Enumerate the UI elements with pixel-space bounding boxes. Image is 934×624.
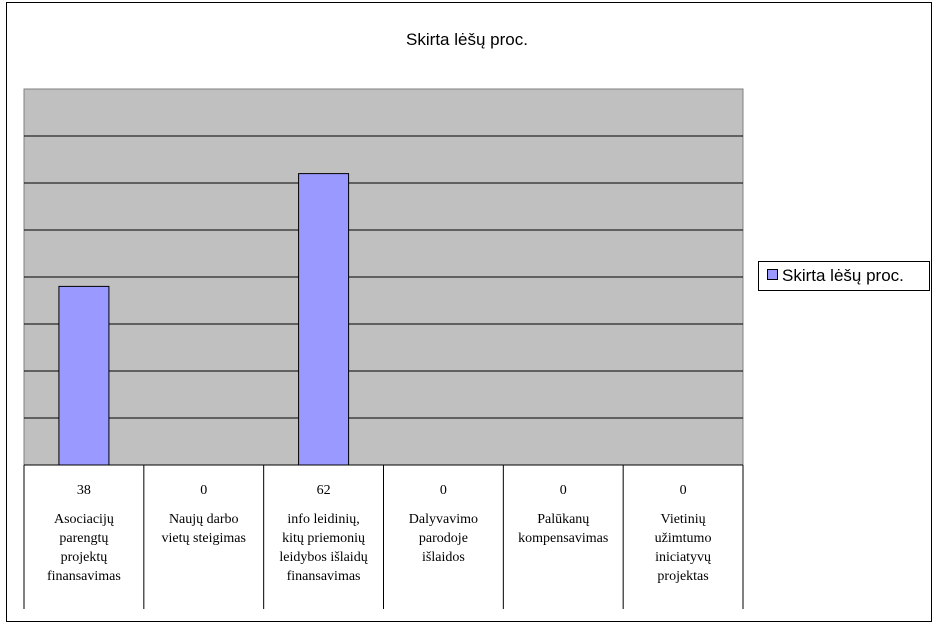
- chart-title: Skirta lėšų proc.: [406, 30, 528, 49]
- category-label-line: kitų priemonių: [282, 531, 365, 546]
- category-label: Dalyvavimo parodoje išlaidos: [384, 510, 504, 567]
- value-label: 38: [76, 483, 91, 498]
- category-label-line: parengtų: [59, 531, 109, 546]
- category-label-line: projektų: [60, 550, 108, 565]
- value-label: 0: [200, 483, 208, 498]
- category-label: Naujų darbo vietų steigimas: [144, 510, 264, 548]
- bar: [58, 285, 110, 466]
- category-cell: 38 Asociacijų parengtų projektų finansavimas: [24, 465, 144, 609]
- data-table-lines: [23, 464, 744, 609]
- category-label-line: užimtumo: [654, 531, 712, 546]
- value-label: 0: [439, 483, 447, 498]
- bars: [58, 173, 350, 466]
- category-cell: 0 Vietinių užimtumo iniciatyvų projektas: [623, 465, 743, 609]
- value-label: 0: [559, 483, 567, 498]
- value-label: 62: [316, 483, 331, 498]
- legend: Skirta lėšų proc.: [758, 261, 930, 291]
- category-label-line: Asociacijų: [53, 512, 114, 527]
- legend-label: Skirta lėšų proc.: [782, 266, 904, 285]
- category-label: Vietinių užimtumo iniciatyvų projektas: [623, 510, 743, 586]
- category-label-line: info leidinių,: [287, 512, 360, 527]
- category-label-line: vietų steigimas: [161, 531, 246, 546]
- category-cell: 0 Naujų darbo vietų steigimas: [144, 465, 264, 609]
- category-label-line: išlaidos: [422, 550, 465, 565]
- legend-swatch: [767, 269, 778, 281]
- category-label-line: Dalyvavimo: [408, 512, 479, 527]
- category-label-line: parodoje: [418, 531, 468, 546]
- category-cell: 0 Palūkanų kompensavimas: [503, 465, 623, 609]
- category-label-line: iniciatyvų: [655, 550, 712, 565]
- category-label-line: finansavimas: [46, 569, 121, 584]
- category-label-line: Naujų darbo: [168, 512, 239, 527]
- category-label-line: projektas: [657, 569, 709, 584]
- bar: [298, 173, 350, 466]
- category-label-line: leidybos išlaidų: [279, 550, 368, 565]
- category-label-line: Palūkanų: [537, 512, 590, 527]
- category-label-line: kompensavimas: [518, 531, 609, 546]
- category-label: Palūkanų kompensavimas: [503, 510, 623, 548]
- category-label-line: Vietinių: [660, 512, 706, 527]
- gridlines: [24, 135, 743, 419]
- category-label: Asociacijų parengtų projektų finansavimas: [24, 510, 144, 586]
- category-label: info leidinių, kitų priemonių leidybos išl…: [264, 510, 384, 586]
- value-label: 0: [679, 483, 687, 498]
- category-cell: 0 Dalyvavimo parodoje išlaidos: [384, 465, 504, 609]
- category-cell: 62 info leidinių, kitų priemonių leidybos i…: [264, 465, 384, 609]
- category-label-line: finansavimas: [286, 569, 361, 584]
